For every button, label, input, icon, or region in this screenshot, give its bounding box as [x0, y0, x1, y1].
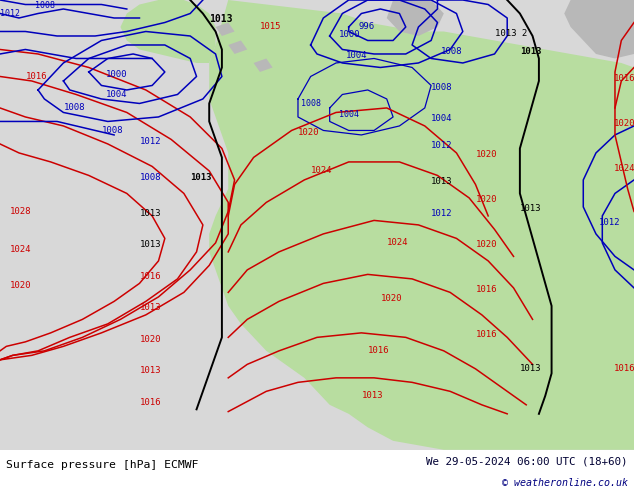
Text: 1020: 1020 — [298, 128, 320, 137]
Text: 1016: 1016 — [139, 272, 161, 281]
Text: 1008: 1008 — [63, 103, 85, 112]
Text: 1008: 1008 — [431, 83, 453, 92]
Text: 1020: 1020 — [476, 150, 497, 159]
Text: 1016: 1016 — [25, 72, 47, 81]
Text: 1013: 1013 — [139, 367, 161, 375]
Polygon shape — [254, 58, 273, 72]
Text: 1012: 1012 — [0, 9, 20, 18]
Text: 1012: 1012 — [139, 137, 161, 146]
Text: 1008: 1008 — [35, 0, 55, 10]
Text: 1020: 1020 — [139, 335, 161, 344]
Text: 1013: 1013 — [139, 303, 161, 313]
Polygon shape — [209, 0, 634, 450]
Text: 1012: 1012 — [431, 142, 453, 150]
Polygon shape — [120, 0, 216, 63]
Text: 1016: 1016 — [476, 330, 497, 340]
Text: 1020: 1020 — [614, 119, 634, 128]
Text: 1016: 1016 — [476, 285, 497, 294]
Polygon shape — [216, 23, 235, 36]
Text: 1020: 1020 — [10, 281, 31, 290]
Text: 1016: 1016 — [139, 398, 161, 407]
Text: 1013: 1013 — [520, 47, 541, 56]
Text: 1008: 1008 — [301, 98, 321, 108]
Text: 1015: 1015 — [260, 22, 281, 31]
Text: 1024: 1024 — [387, 238, 408, 247]
Text: We 29-05-2024 06:00 UTC (18+60): We 29-05-2024 06:00 UTC (18+60) — [426, 457, 628, 467]
Text: 1008: 1008 — [441, 47, 462, 56]
Text: 1020: 1020 — [476, 241, 497, 249]
Text: 1020: 1020 — [476, 196, 497, 204]
Text: 1024: 1024 — [614, 164, 634, 173]
Text: 1004: 1004 — [346, 51, 367, 60]
Text: 1013: 1013 — [520, 204, 541, 214]
Text: 1012: 1012 — [599, 218, 621, 227]
Text: 1008: 1008 — [139, 173, 161, 182]
Text: 1016: 1016 — [368, 346, 389, 355]
Polygon shape — [564, 0, 634, 58]
Text: 1013: 1013 — [139, 241, 161, 249]
Text: 1013: 1013 — [431, 177, 453, 186]
Text: 1008: 1008 — [101, 126, 123, 135]
Text: 1013 2: 1013 2 — [495, 29, 527, 38]
Text: 1000: 1000 — [106, 71, 127, 79]
Text: 1013: 1013 — [139, 209, 161, 218]
Text: 1004: 1004 — [431, 115, 453, 123]
Text: 1016: 1016 — [614, 364, 634, 373]
Text: 1000: 1000 — [339, 30, 361, 39]
Text: © weatheronline.co.uk: © weatheronline.co.uk — [501, 478, 628, 488]
Text: 1004: 1004 — [339, 110, 359, 119]
Polygon shape — [387, 0, 444, 36]
Polygon shape — [228, 41, 247, 54]
Text: 1013: 1013 — [209, 15, 233, 24]
Text: 996: 996 — [358, 22, 374, 31]
Text: 1004: 1004 — [106, 90, 127, 98]
Text: 1012: 1012 — [431, 209, 453, 218]
Text: 1020: 1020 — [380, 294, 402, 303]
Text: 1013: 1013 — [361, 391, 383, 400]
Text: 1013: 1013 — [190, 173, 212, 182]
Text: 1016: 1016 — [614, 74, 634, 83]
Text: 1028: 1028 — [10, 207, 31, 216]
Text: 1024: 1024 — [10, 245, 31, 254]
Text: 1013: 1013 — [520, 364, 541, 373]
Text: 1024: 1024 — [311, 166, 332, 175]
Text: Surface pressure [hPa] ECMWF: Surface pressure [hPa] ECMWF — [6, 460, 199, 470]
